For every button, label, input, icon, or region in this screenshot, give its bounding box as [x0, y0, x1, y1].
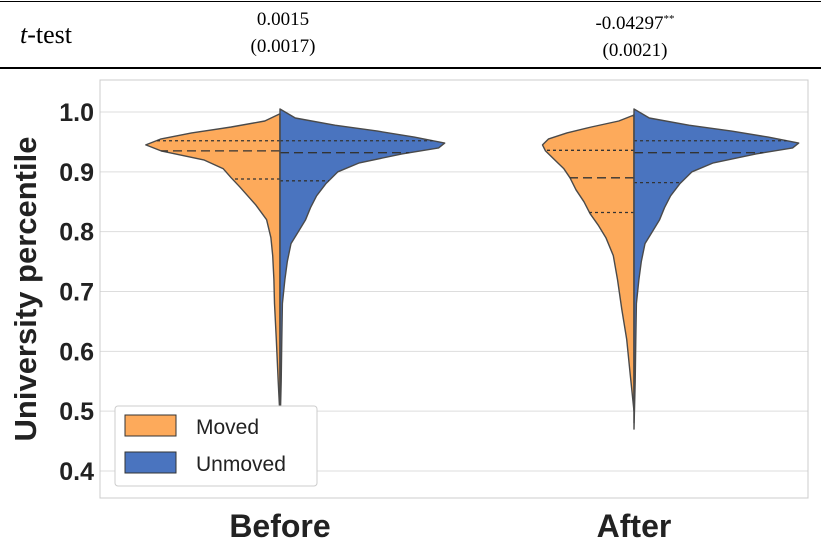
x-tick-label: After: [597, 508, 672, 544]
before-standard-error: (0.0017): [250, 36, 316, 57]
t-test-label-rest: -test: [27, 20, 72, 49]
y-tick-label: 1.0: [59, 99, 94, 127]
legend-label-unmoved: Unmoved: [196, 453, 286, 476]
legend-swatch-moved: [124, 414, 177, 437]
violin-moved-before: [145, 113, 281, 418]
y-tick-label: 0.4: [59, 458, 94, 486]
after-t-test-cell: -0.04297** (0.0021): [535, 6, 735, 64]
y-tick-labels: 0.4 0.5 0.6 0.7 0.8 0.9 1.0: [59, 99, 94, 486]
before-estimate: 0.0015: [256, 9, 310, 30]
legend-swatch-unmoved: [124, 451, 177, 474]
after-estimate-line: -0.04297**: [535, 6, 735, 37]
after-estimate: -0.04297: [595, 13, 664, 34]
violin-unmoved-before: [279, 108, 446, 430]
y-tick-label: 0.8: [59, 219, 94, 247]
legend-label-moved: Moved: [196, 416, 259, 439]
violins: [145, 108, 800, 430]
y-tick-label: 0.5: [59, 398, 94, 426]
y-tick-label: 0.9: [59, 159, 94, 187]
y-tick-label: 0.7: [59, 279, 94, 307]
y-axis-label: University percentile: [8, 137, 43, 442]
before-t-test-cell: 0.0015 (0.0017): [183, 6, 383, 60]
violin-unmoved-after: [633, 108, 800, 430]
plot-frame: [99, 79, 809, 499]
y-tick-label: 0.6: [59, 338, 94, 366]
t-test-table: t-test 0.0015 (0.0017) -0.04297** (0.002…: [0, 0, 821, 70]
t-test-label-italic: t: [20, 20, 28, 49]
table-top-rule: [0, 1, 821, 2]
legend: Moved Unmoved: [114, 405, 318, 487]
table-bottom-rule: [0, 67, 821, 69]
x-tick-labels: Before After: [229, 508, 671, 544]
x-tick-label: Before: [229, 508, 330, 544]
violin-moved-after: [541, 114, 635, 412]
after-significance-stars: **: [663, 13, 675, 25]
t-test-row-label: t-test: [20, 20, 72, 50]
after-standard-error: (0.0021): [602, 40, 668, 61]
